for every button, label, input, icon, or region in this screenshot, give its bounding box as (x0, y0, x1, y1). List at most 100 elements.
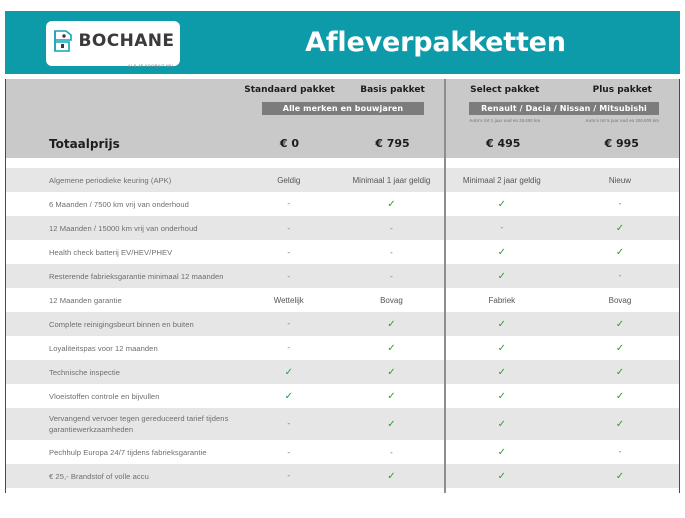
group-b-cells: ✓ ✓ (443, 471, 679, 482)
cell-basis: - (390, 447, 393, 457)
group-a-cells: - ✓ (237, 199, 442, 210)
group-b-cells: Fabriek Bovag (443, 296, 679, 305)
table-row: € 25,- Brandstof of volle accu - ✓ ✓ ✓ (6, 464, 679, 488)
total-price-row: Totaalprijs € 0 € 795 € 495 € 995 (6, 129, 681, 158)
comparison-table: Standaard pakket Basis pakket Select pak… (5, 79, 681, 518)
group-a-cells: - ✓ (237, 319, 442, 330)
cell-standaard: Wettelijk (273, 295, 304, 305)
group-b-scope-badge: Renault / Dacia / Nissan / Mitsubishi (469, 102, 659, 115)
brand-logo: BOCHANE ALS JE VOORUIT WIL (46, 21, 180, 68)
cell-plus: ✓ (615, 366, 625, 378)
cell-basis: - (390, 223, 393, 233)
group-a-prices: € 0 € 795 (238, 137, 444, 150)
feature-label: 12 Maanden / 15000 km vrij van onderhoud (49, 223, 198, 233)
group-b-cells: Minimaal 2 jaar geldig Nieuw (443, 176, 679, 185)
table-row: Loyaliteitspas voor 12 maanden - ✓ ✓ ✓ (6, 336, 679, 360)
table-row: Health check batterij EV/HEV/PHEV - - ✓ ✓ (6, 240, 679, 264)
group-b-cells: ✓ ✓ (443, 419, 679, 430)
cell-standaard: - (287, 470, 291, 480)
group-a-cells: - ✓ (237, 343, 442, 354)
cell-plus: ✓ (615, 246, 625, 258)
cell-standaard: - (287, 223, 291, 233)
group-b-cells: ✓ ✓ (443, 367, 679, 378)
price-standaard: € 0 (279, 137, 300, 150)
cell-standaard: - (287, 247, 291, 257)
cell-plus: - (618, 198, 622, 208)
cell-standaard: ✓ (284, 390, 293, 402)
header-banner: BOCHANE ALS JE VOORUIT WIL Afleverpakket… (5, 11, 680, 74)
package-name-plus: Plus pakket (592, 85, 652, 95)
cell-basis: ✓ (387, 342, 396, 354)
total-price-label: Totaalprijs (49, 136, 120, 151)
group-b-cells: - ✓ (443, 223, 679, 234)
table-row: Algemene periodieke keuring (APK) Geldig M… (6, 168, 679, 192)
cell-select: ✓ (497, 342, 507, 354)
table-row: 12 Maanden garantie Wettelijk Bovag Fabriek… (6, 288, 679, 312)
cell-basis: Bovag (380, 295, 403, 305)
group-a-cells: ✓ ✓ (237, 367, 442, 378)
table-row: Vervangend vervoer tegen gereduceerd tar… (6, 408, 679, 440)
brand-tagline: ALS JE VOORUIT WIL (127, 63, 175, 68)
cell-basis: Minimaal 1 jaar geldig (352, 175, 431, 185)
cell-basis: ✓ (387, 318, 396, 330)
group-b-cells: ✓ - (443, 271, 679, 282)
price-plus: € 995 (604, 137, 639, 150)
cell-plus: Nieuw (608, 175, 632, 185)
cell-select: ✓ (497, 418, 507, 430)
cell-plus: ✓ (615, 418, 625, 430)
group-b-cells: ✓ ✓ (443, 319, 679, 330)
cell-basis: ✓ (387, 390, 396, 402)
cell-standaard: ✓ (284, 366, 293, 378)
table-row: Technische inspectie ✓ ✓ ✓ ✓ (6, 360, 679, 384)
eligibility-note-select: Auto's tot 1 jaar oud en 20.000 km (469, 118, 541, 123)
table-row: 12 Maanden / 15000 km vrij van onderhoud… (6, 216, 679, 240)
cell-standaard: - (287, 418, 291, 428)
cell-standaard: Geldig (277, 175, 301, 185)
header-body-spacer (6, 158, 679, 168)
group-b-cells: ✓ ✓ (443, 391, 679, 402)
page-title: Afleverpakketten (305, 27, 566, 58)
bochane-monogram-icon (52, 29, 74, 55)
feature-label: Loyaliteitspas voor 12 maanden (49, 343, 158, 353)
feature-label: 12 Maanden garantie (49, 295, 122, 305)
cell-select: ✓ (497, 246, 507, 258)
cell-plus: ✓ (615, 390, 625, 402)
cell-select: ✓ (497, 318, 507, 330)
group-a-cells: -- (237, 272, 442, 281)
table-row: Complete reinigingsbeurt binnen en buite… (6, 312, 679, 336)
cell-select: Fabriek (488, 295, 516, 305)
feature-label: € 25,- Brandstof of volle accu (49, 471, 149, 481)
feature-label: Vloeistoffen controle en bijvullen (49, 391, 160, 401)
package-name-basis: Basis pakket (360, 85, 425, 95)
cell-select: ✓ (497, 270, 507, 282)
group-b-cells: ✓ - (443, 199, 679, 210)
group-b-eligibility-notes: Auto's tot 1 jaar oud en 20.000 km Auto'… (446, 118, 681, 127)
table-row: 6 Maanden / 7500 km vrij van onderhoud - ✓… (6, 192, 679, 216)
group-b-cells: ✓ ✓ (443, 343, 679, 354)
brand-name: BOCHANE (78, 31, 175, 51)
group-b-prices: € 495 € 995 (444, 137, 681, 150)
cell-select: ✓ (497, 470, 507, 482)
cell-plus: - (618, 270, 622, 280)
cell-standaard: - (287, 318, 291, 328)
cell-plus: ✓ (615, 222, 625, 234)
table-row: Vloeistoffen controle en bijvullen ✓ ✓ ✓ ✓ (6, 384, 679, 408)
feature-label: Health check batterij EV/HEV/PHEV (49, 247, 173, 257)
group-b-cells: ✓ ✓ (443, 247, 679, 258)
price-basis: € 795 (375, 137, 410, 150)
price-select: € 495 (486, 137, 521, 150)
cell-select: - (500, 222, 504, 232)
table-body: Algemene periodieke keuring (APK) Geldig M… (6, 168, 679, 488)
feature-label: Vervangend vervoer tegen gereduceerd tar… (49, 414, 229, 434)
group-a-package-names: Standaard pakket Basis pakket (238, 85, 444, 99)
cell-plus: ✓ (615, 342, 625, 354)
cell-standaard: - (287, 198, 291, 208)
cell-plus: ✓ (615, 318, 625, 330)
feature-label: Complete reinigingsbeurt binnen en buite… (49, 319, 194, 329)
feature-label: Technische inspectie (49, 367, 121, 377)
group-a-cells: Geldig Minimaal 1 jaar geldig (237, 176, 442, 185)
cell-select: ✓ (497, 390, 507, 402)
cell-standaard: - (287, 342, 291, 352)
feature-label: Algemene periodieke keuring (APK) (49, 175, 172, 185)
group-divider (444, 79, 446, 493)
